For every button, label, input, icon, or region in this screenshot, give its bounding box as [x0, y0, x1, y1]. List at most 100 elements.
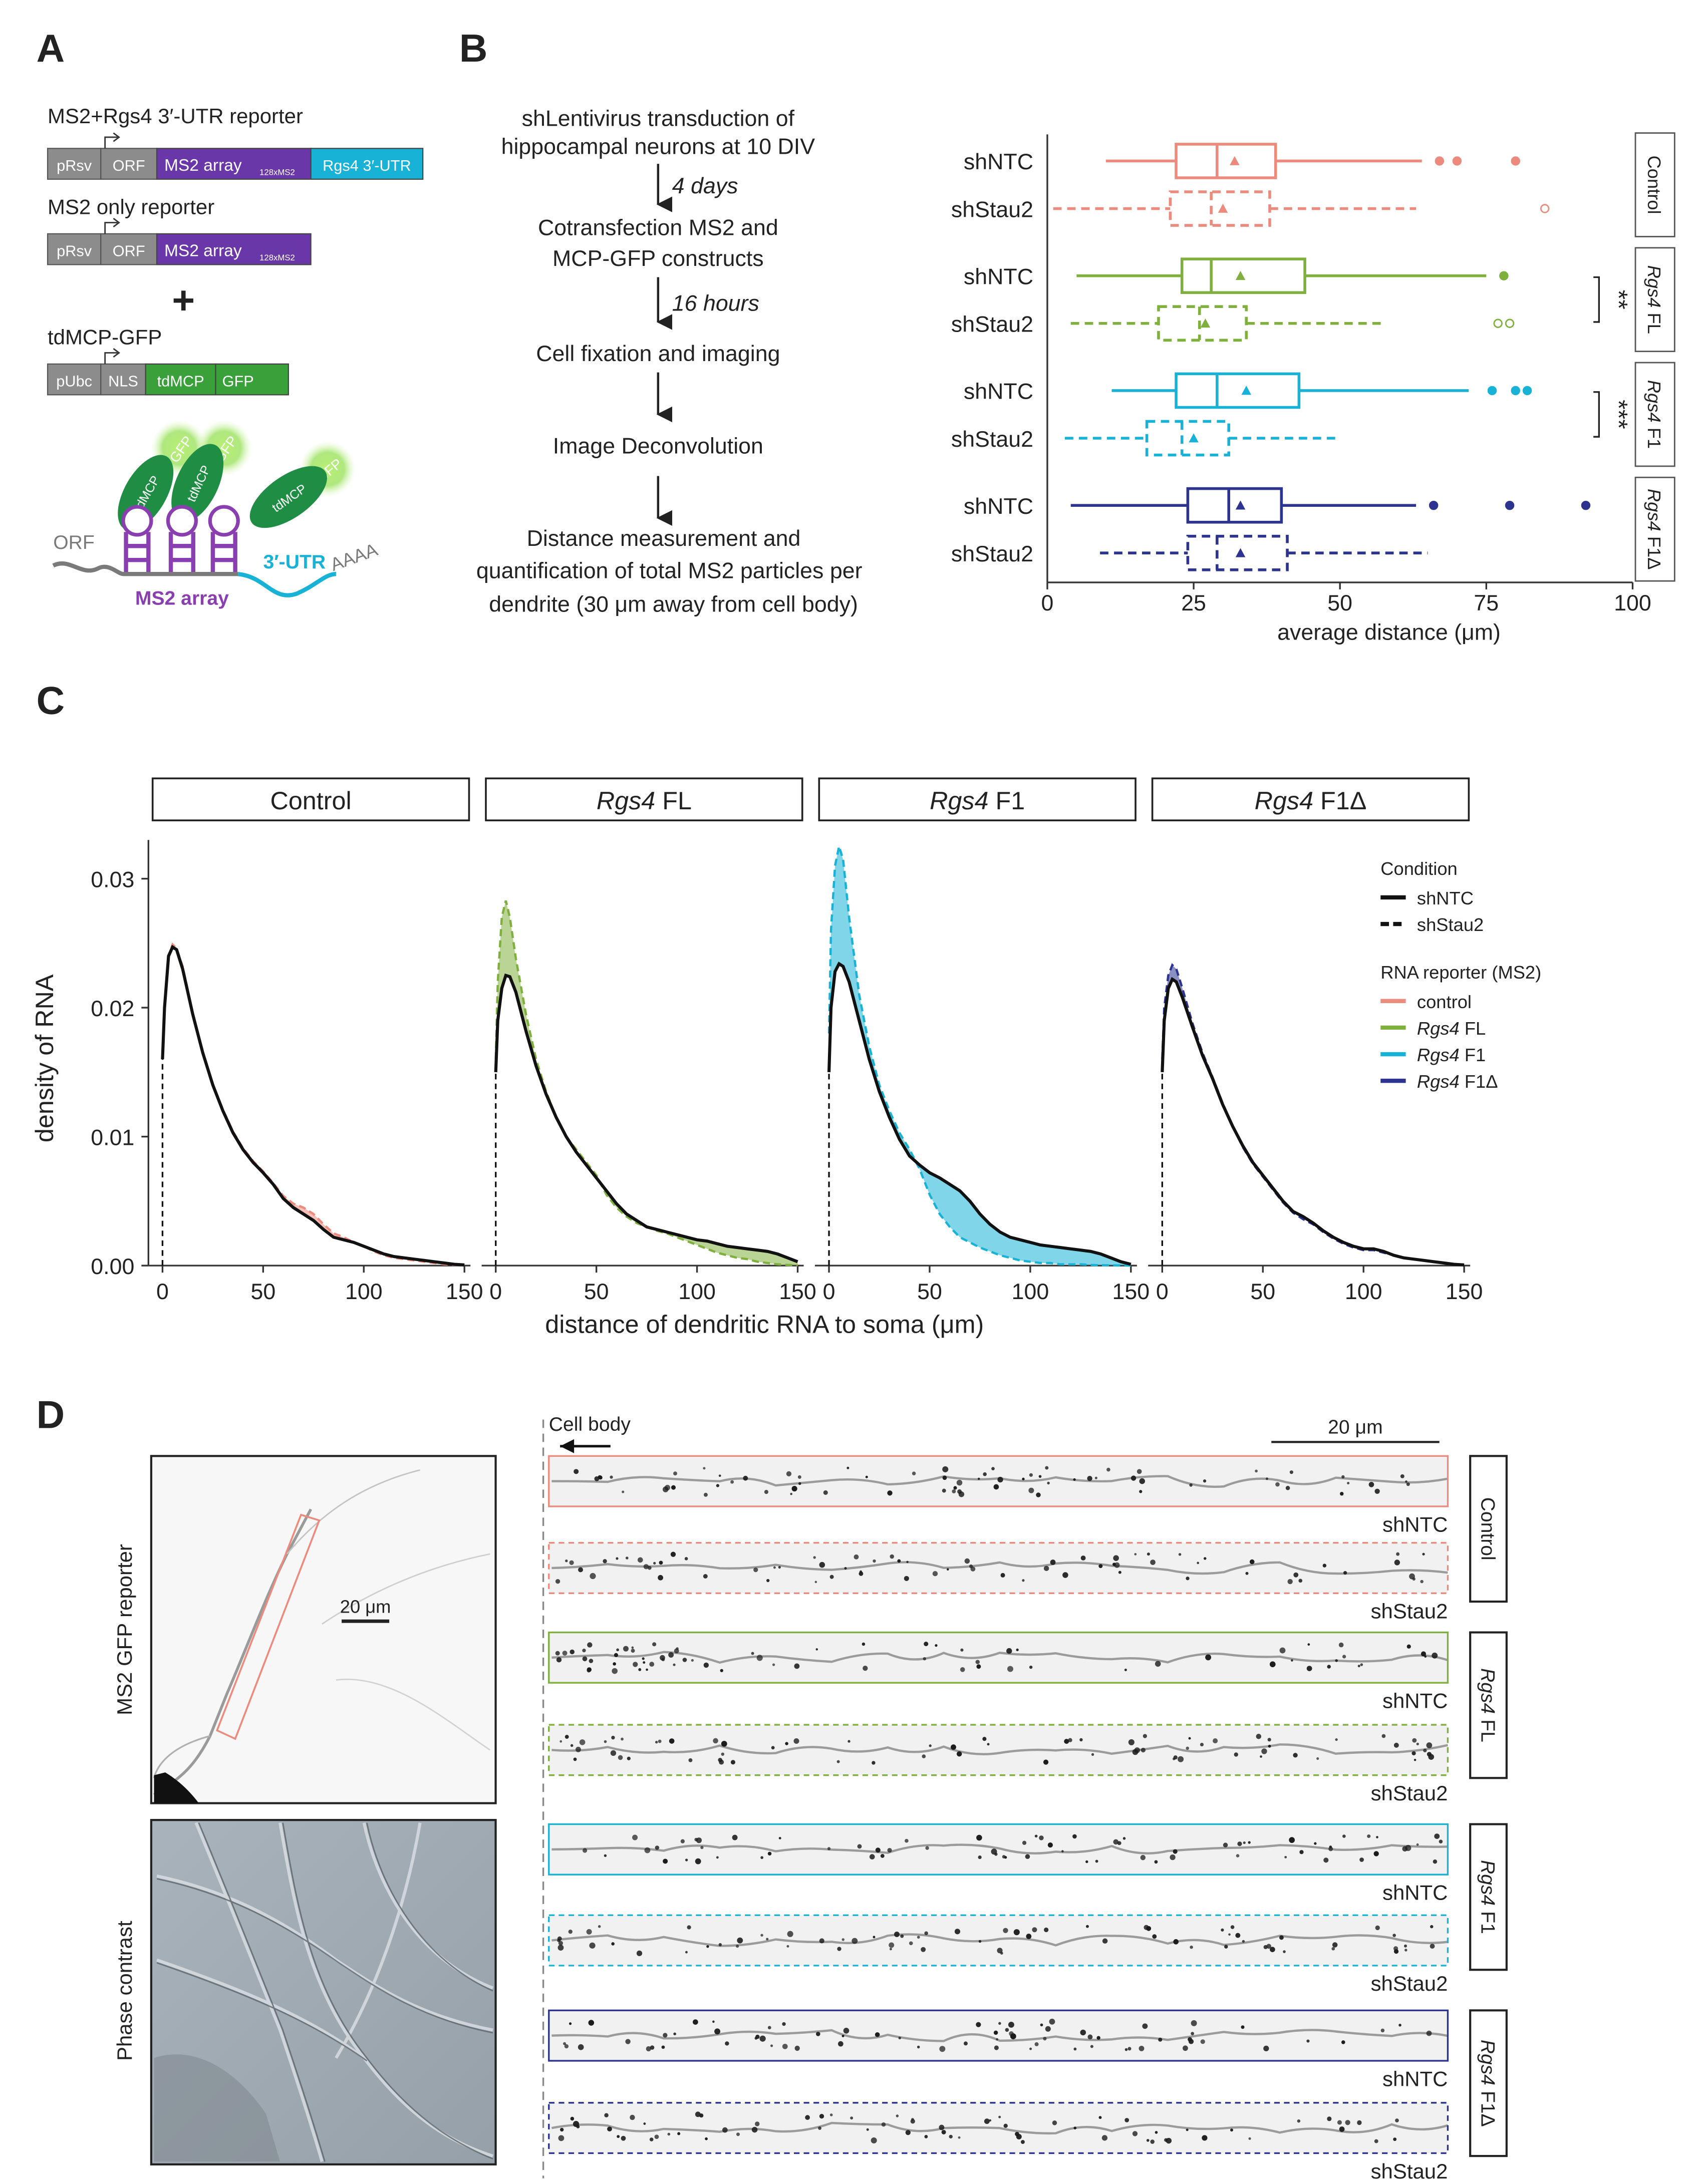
rna-particle: [1186, 2128, 1189, 2131]
boxplot-outlier: [1522, 386, 1532, 396]
flow-step2-line1: Cotransfection MS2 and: [538, 216, 778, 240]
rna-particle: [576, 1746, 581, 1752]
rna-particle: [1245, 1572, 1249, 1575]
strip-frame: [548, 1631, 1449, 1684]
rna-particle: [862, 1642, 866, 1646]
strip-background: [548, 2010, 1448, 2061]
rna-particle: [1072, 1834, 1077, 1839]
boxplot-outlier: [1581, 500, 1591, 510]
dendrite-path: [551, 2121, 1449, 2135]
rna-particle: [1134, 1747, 1141, 1753]
rna-particle: [1263, 1945, 1268, 1950]
rna-particle: [1316, 1757, 1319, 1760]
rna-particle: [691, 1659, 694, 1662]
rna-particle: [1173, 1939, 1179, 1945]
rna-particle: [1034, 1834, 1038, 1838]
rna-particle: [814, 1581, 817, 1584]
rna-particle: [1297, 2119, 1301, 2123]
rna-particle: [976, 1664, 981, 1669]
rna-particle: [695, 1858, 701, 1864]
rna-particle: [956, 1479, 963, 1486]
rna-particle: [1139, 2045, 1145, 2051]
rna-particle: [953, 1486, 957, 1490]
rna-particle: [1406, 1482, 1410, 1486]
rna-particle: [642, 1657, 645, 1660]
rna-particle: [1052, 2120, 1057, 2125]
rna-particle: [1016, 1648, 1019, 1652]
rna-particle: [760, 1856, 764, 1859]
rna-particle: [658, 1739, 662, 1743]
rna-particle: [1331, 1947, 1335, 1951]
strip-background: [548, 1542, 1448, 1594]
rna-particle: [1314, 1842, 1317, 1845]
rna-particle: [942, 1475, 947, 1480]
rna-particle: [1029, 2047, 1032, 2050]
rna-particle: [1398, 2023, 1401, 2027]
rna-particle: [963, 2041, 968, 2046]
rna-particle: [900, 1934, 904, 1938]
rna-particle: [1342, 1655, 1346, 1659]
rna-particle: [652, 1642, 657, 1647]
phase-contrast-image: [150, 1819, 497, 2165]
rna-particle: [618, 1755, 623, 1760]
dendrite-strip: shStau2: [548, 1724, 1449, 1805]
rna-particle: [793, 1738, 799, 1744]
rna-particle: [604, 2113, 609, 2118]
rna-particle: [935, 1644, 938, 1647]
boxplot-rows: shNTC shStau2 shNTC shStau2 shNTC shStau2 shNT…: [951, 143, 1591, 571]
dendrite-strip: shNTC: [548, 1823, 1449, 1904]
rna-particle: [1439, 1839, 1443, 1844]
rna-particle: [1228, 1933, 1231, 1936]
rna-particle: [1412, 1577, 1416, 1581]
rna-particle: [1327, 1665, 1331, 1669]
rna-particle: [1373, 1851, 1379, 1856]
density-xtick-label: 50: [584, 1280, 609, 1304]
rna-particle: [1025, 1854, 1030, 1859]
box-orf: ORF: [113, 157, 145, 174]
rna-particle: [1375, 1925, 1380, 1931]
legend-f1d: Rgs4 F1Δ: [1417, 1071, 1498, 1092]
dendrite-strip: shStau2: [548, 1914, 1449, 1995]
rna-particle: [880, 1853, 885, 1858]
strip-condition-label: shStau2: [1371, 1972, 1448, 1995]
rna-particle: [1197, 1562, 1200, 1565]
rna-particle: [586, 1929, 592, 1935]
flow-time2: 16 hours: [672, 291, 759, 316]
rna-particle: [1340, 1491, 1344, 1496]
rna-particle: [993, 1484, 999, 1490]
rna-particle: [996, 2038, 998, 2041]
strip-frame: [548, 1914, 1449, 1967]
rna-particle: [1357, 1665, 1360, 1668]
rna-particle: [663, 2033, 668, 2038]
rna-particle: [1043, 1566, 1049, 1572]
dendrite-path: [551, 1651, 1449, 1664]
rna-particle: [1114, 1562, 1120, 1568]
box-tdmcp: tdMCP: [157, 373, 204, 390]
rna-particle: [1003, 1928, 1008, 1933]
rna-particle: [905, 1838, 909, 1843]
rna-particle: [819, 1938, 824, 1944]
rna-particle: [797, 1475, 801, 1479]
rna-particle: [921, 1947, 926, 1952]
density-facet: Rgs4 F1 0 50 100 150: [814, 777, 1150, 1304]
rna-particle: [859, 1571, 864, 1576]
rna-particle: [695, 2111, 701, 2117]
rna-particle: [871, 2137, 877, 2144]
rna-particle: [703, 1467, 706, 1470]
density-xtick-label: 50: [917, 1280, 942, 1304]
density-facet-header: [818, 777, 1137, 821]
rna-particle: [1293, 1572, 1299, 1578]
rna-particle: [932, 1571, 938, 1577]
box2-ms2-sub: 128xMS2: [259, 253, 295, 262]
boxplot-facet-label: Rgs4 F1Δ: [1644, 489, 1664, 570]
rna-particle: [611, 1735, 615, 1740]
box-ms2-array: MS2 array: [164, 156, 242, 175]
rna-particle: [1394, 1559, 1400, 1566]
rna-particle: [873, 1936, 876, 1939]
panel-label-c: C: [37, 679, 65, 723]
rna-particle: [616, 1648, 619, 1652]
rna-particle: [659, 1561, 663, 1565]
rna-particle: [730, 1760, 735, 1765]
rna-particle: [663, 1858, 668, 1864]
